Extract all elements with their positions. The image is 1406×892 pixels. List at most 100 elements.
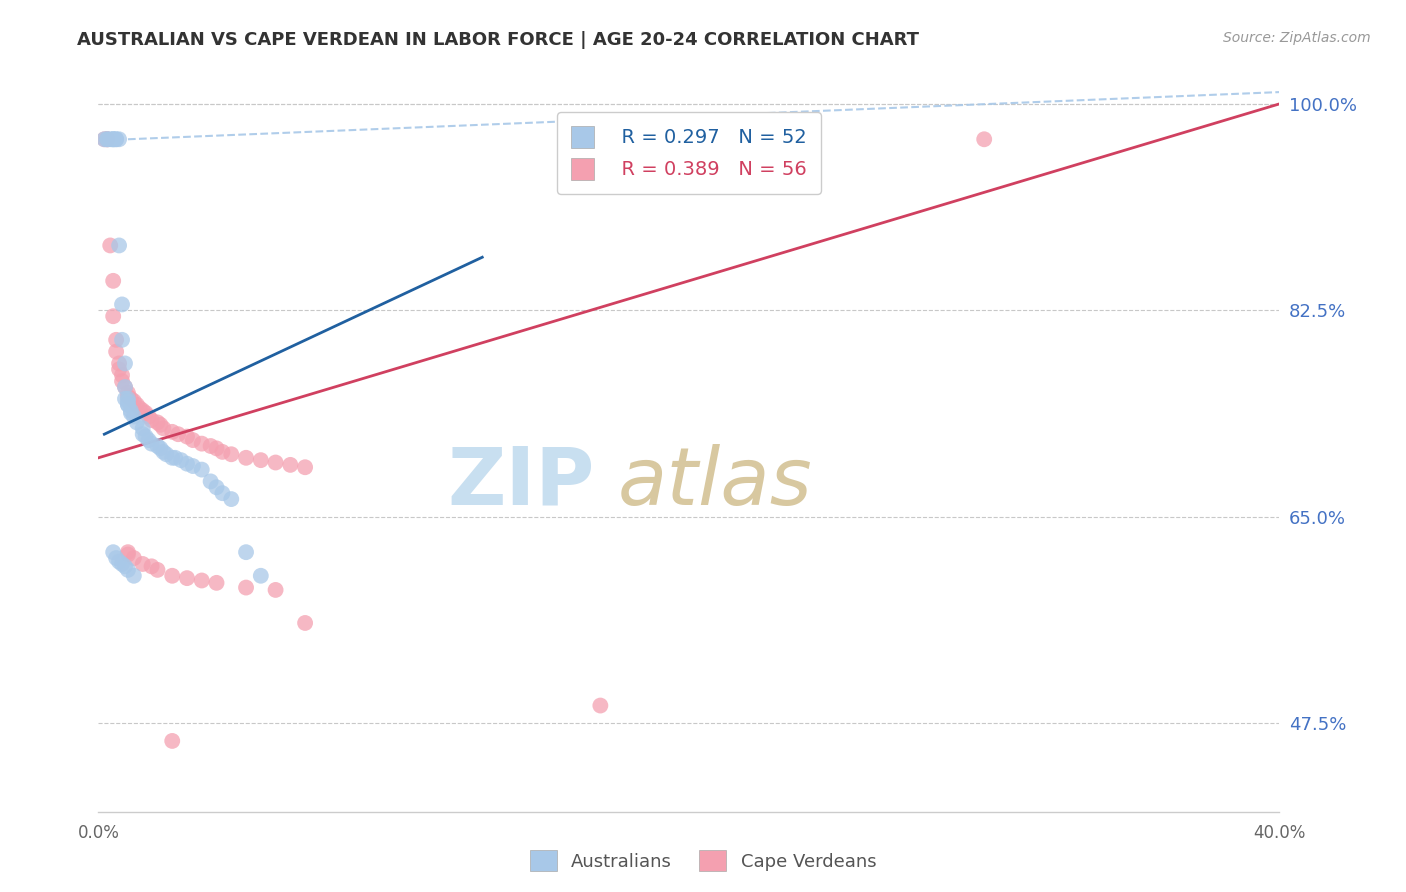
Legend: Australians, Cape Verdeans: Australians, Cape Verdeans [523, 843, 883, 879]
Point [211, 445, 233, 459]
Point [122, 551, 145, 566]
Point [235, 581, 257, 595]
Point [141, 559, 163, 574]
Point [162, 450, 183, 465]
Point [135, 429, 157, 443]
Point [132, 427, 155, 442]
Point [200, 475, 222, 489]
Point [98, 132, 121, 146]
Point [103, 310, 125, 324]
Point [235, 545, 257, 559]
Point [128, 401, 150, 416]
Point [114, 392, 136, 406]
Point [98, 238, 121, 252]
Point [146, 439, 169, 453]
Point [280, 458, 302, 472]
Point [117, 398, 139, 412]
Point [108, 362, 131, 376]
Point [108, 356, 131, 370]
Point [120, 406, 142, 420]
Point [122, 409, 145, 424]
Point [138, 433, 160, 447]
Point [146, 563, 169, 577]
Point [205, 442, 228, 456]
Point [294, 460, 316, 475]
Point [114, 356, 136, 370]
Point [117, 563, 139, 577]
Point [973, 132, 995, 146]
Point [103, 132, 125, 146]
Point [105, 333, 128, 347]
Point [93, 132, 115, 146]
Point [181, 458, 204, 473]
Point [114, 380, 136, 394]
Point [105, 132, 128, 146]
Point [132, 557, 155, 571]
Point [162, 568, 183, 582]
Point [211, 486, 233, 500]
Point [176, 457, 198, 471]
Point [103, 274, 125, 288]
Point [120, 403, 142, 417]
Point [125, 416, 148, 430]
Point [122, 568, 145, 582]
Point [165, 450, 187, 465]
Point [117, 394, 139, 409]
Point [176, 571, 198, 585]
Point [152, 421, 174, 435]
Point [589, 698, 612, 713]
Point [117, 385, 139, 400]
Point [103, 132, 125, 146]
Point [141, 436, 163, 450]
Text: Source: ZipAtlas.com: Source: ZipAtlas.com [1223, 31, 1371, 45]
Point [96, 132, 118, 146]
Point [105, 551, 128, 566]
Point [132, 403, 155, 417]
Point [108, 132, 131, 146]
Point [167, 427, 190, 442]
Text: ZIP: ZIP [447, 443, 595, 522]
Point [235, 450, 257, 465]
Point [108, 555, 131, 569]
Point [111, 333, 134, 347]
Point [122, 394, 145, 409]
Point [176, 429, 198, 443]
Text: atlas: atlas [619, 443, 813, 522]
Point [105, 132, 128, 146]
Point [152, 445, 174, 459]
Point [221, 492, 243, 507]
Point [117, 392, 139, 406]
Point [120, 392, 142, 406]
Point [264, 582, 287, 597]
Point [114, 559, 136, 574]
Point [191, 574, 214, 588]
Point [200, 439, 222, 453]
Point [93, 132, 115, 146]
Point [264, 456, 287, 470]
Point [250, 453, 273, 467]
Point [117, 545, 139, 559]
Point [205, 575, 228, 590]
Point [114, 380, 136, 394]
Point [149, 442, 172, 456]
Point [96, 132, 118, 146]
Point [96, 132, 118, 146]
Point [117, 389, 139, 403]
Point [125, 398, 148, 412]
Point [294, 615, 316, 630]
Point [111, 368, 134, 383]
Point [132, 421, 155, 435]
Point [108, 238, 131, 252]
Point [141, 413, 163, 427]
Point [149, 417, 172, 432]
Point [181, 433, 204, 447]
Point [105, 344, 128, 359]
Point [135, 406, 157, 420]
Point [221, 447, 243, 461]
Point [111, 297, 134, 311]
Point [146, 416, 169, 430]
Point [111, 374, 134, 388]
Text: AUSTRALIAN VS CAPE VERDEAN IN LABOR FORCE | AGE 20-24 CORRELATION CHART: AUSTRALIAN VS CAPE VERDEAN IN LABOR FORC… [77, 31, 920, 49]
Legend:   R = 0.297   N = 52,   R = 0.389   N = 56: R = 0.297 N = 52, R = 0.389 N = 56 [557, 112, 821, 194]
Point [103, 132, 125, 146]
